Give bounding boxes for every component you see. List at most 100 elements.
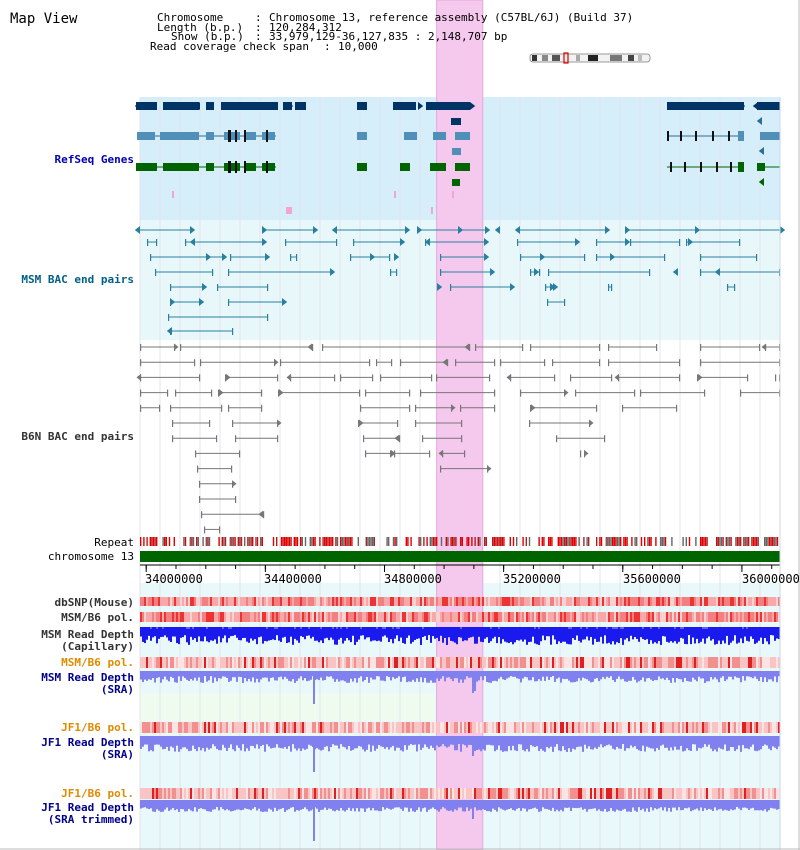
b6n-bac-end-marker xyxy=(159,404,161,412)
jf1-sra-depth-bar xyxy=(352,736,354,750)
jf1-pol-density-cell xyxy=(244,788,246,799)
track-label-repeat[interactable]: Repeat xyxy=(94,536,134,549)
jf1-pol-density-cell xyxy=(156,788,158,799)
msm-pol-density-cell xyxy=(498,612,500,622)
msm-pol-density-cell xyxy=(176,612,178,622)
jf1-pol-density-cell xyxy=(582,722,584,733)
jf1-sra-depth-bar xyxy=(360,736,362,747)
track-label-jf1-depth-sra[interactable]: JF1 Read Depth xyxy=(41,736,134,749)
jf1-pol-density-cell xyxy=(420,722,422,733)
dbsnp-density-cell xyxy=(526,597,528,606)
jf1-pol-density-cell xyxy=(262,722,264,733)
msm-bac-end-marker xyxy=(190,226,196,234)
jf1-pol-density-cell xyxy=(534,722,536,733)
msm-pol-density-cell xyxy=(538,612,540,622)
b6n-bac-end-marker xyxy=(608,359,610,367)
b6n-bac-end-marker xyxy=(278,389,280,397)
jf1-pol-density-cell xyxy=(174,788,176,799)
jf1-pol-density-cell xyxy=(268,722,270,733)
dbsnp-density-cell xyxy=(664,597,666,606)
msm-pol-density-cell xyxy=(142,612,144,622)
jf1-trimmed-depth-bar xyxy=(590,800,592,809)
msm-pol-density-cell xyxy=(620,657,622,668)
msm-sra-depth-bar xyxy=(226,671,228,678)
track-label-dbsnp[interactable]: dbSNP(Mouse) xyxy=(54,596,134,609)
msm-capillary-depth-bar xyxy=(566,627,568,644)
msm-sra-depth-bar xyxy=(228,671,230,682)
msm-pol-density-cell xyxy=(616,657,618,668)
gene-exon xyxy=(357,102,367,110)
msm-pol-density-cell xyxy=(194,612,196,622)
msm-pol-density-cell xyxy=(408,657,410,668)
jf1-sra-depth-bar xyxy=(440,736,442,747)
msm-pol-density-cell xyxy=(454,657,456,668)
msm-pol-density-cell xyxy=(484,612,486,622)
axis-tick-label: 34400000 xyxy=(264,572,322,586)
repeat-element xyxy=(768,537,771,546)
repeat-element xyxy=(776,537,779,546)
jf1-trimmed-depth-bar xyxy=(578,800,580,808)
jf1-trimmed-depth-bar xyxy=(548,800,550,810)
jf1-pol-density-cell xyxy=(260,788,262,799)
jf1-trimmed-depth-bar xyxy=(718,800,720,810)
track-label-jf1-b6-pol-2[interactable]: JF1/B6 pol. xyxy=(61,787,134,800)
jf1-trimmed-depth-bar xyxy=(356,800,358,809)
jf1-pol-density-cell xyxy=(184,722,186,733)
msm-sra-depth-bar xyxy=(762,671,764,683)
track-label-b6n-bac[interactable]: B6N BAC end pairs xyxy=(21,430,134,443)
track-label-jf1-b6-pol-1[interactable]: JF1/B6 pol. xyxy=(61,721,134,734)
msm-capillary-depth-bar xyxy=(312,627,314,637)
msm-sra-depth-bar xyxy=(210,671,212,677)
msm-sra-depth-bar xyxy=(586,671,588,680)
jf1-pol-density-cell xyxy=(350,788,352,799)
dbsnp-density-cell xyxy=(432,597,434,606)
track-label-chromosome[interactable]: chromosome 13 xyxy=(47,550,134,563)
msm-capillary-depth-bar xyxy=(718,627,720,641)
jf1-pol-density-cell xyxy=(576,722,578,733)
msm-capillary-depth-bar xyxy=(146,627,148,640)
jf1-trimmed-depth-bar xyxy=(336,800,338,810)
jf1-trimmed-depth-bar xyxy=(308,800,310,812)
jf1-pol-density-cell xyxy=(302,788,304,799)
dbsnp-density-cell xyxy=(682,597,684,606)
b6n-bac-end-marker xyxy=(360,404,362,412)
msm-capillary-depth-bar xyxy=(388,627,390,643)
msm-capillary-depth-bar xyxy=(366,627,368,638)
msm-sra-depth-bar xyxy=(336,671,338,680)
msm-pol-density-cell xyxy=(218,612,220,622)
jf1-pol-density-cell xyxy=(296,788,298,799)
track-label-msm-depth-capillary[interactable]: MSM Read Depth xyxy=(41,628,134,641)
jf1-pol-density-cell xyxy=(316,722,318,733)
jf1-pol-density-cell xyxy=(356,722,358,733)
jf1-pol-density-cell xyxy=(234,788,236,799)
gene-exon-boundary xyxy=(235,161,237,173)
track-label-msm-b6-pol-2[interactable]: MSM/B6 pol. xyxy=(61,656,134,669)
b6n-bac-end-marker xyxy=(200,359,202,367)
track-label-jf1-depth-trimmed[interactable]: JF1 Read Depth xyxy=(41,801,134,814)
track-label-msm-depth-sra[interactable]: MSM Read Depth xyxy=(41,671,134,684)
dbsnp-density-cell xyxy=(200,597,202,606)
msm-pol-density-cell xyxy=(556,657,558,668)
b6n-bac-end-marker xyxy=(570,374,572,382)
b6n-bac-end-marker xyxy=(340,374,342,382)
track-label-msm-bac[interactable]: MSM BAC end pairs xyxy=(21,273,134,286)
msm-pol-density-cell xyxy=(692,612,694,622)
msm-capillary-depth-bar xyxy=(596,627,598,629)
jf1-pol-density-cell xyxy=(526,788,528,799)
msm-capillary-depth-bar xyxy=(320,627,322,641)
gene-exon xyxy=(137,132,155,140)
msm-pol-density-cell xyxy=(658,612,660,622)
msm-sra-depth-bar xyxy=(666,671,668,678)
track-label-refseq[interactable]: RefSeq Genes xyxy=(54,153,134,166)
jf1-pol-density-cell xyxy=(516,788,518,799)
track-label-msm-b6-pol-1[interactable]: MSM/B6 pol. xyxy=(61,611,134,624)
jf1-pol-density-cell xyxy=(196,788,198,799)
gene-exon xyxy=(246,132,256,140)
msm-capillary-depth-bar xyxy=(428,627,430,636)
jf1-trimmed-depth-bar xyxy=(152,800,154,812)
jf1-pol-density-cell xyxy=(354,722,356,733)
jf1-pol-density-cell xyxy=(678,788,680,799)
jf1-trimmed-depth-bar xyxy=(354,800,356,812)
jf1-pol-density-cell xyxy=(188,722,190,733)
